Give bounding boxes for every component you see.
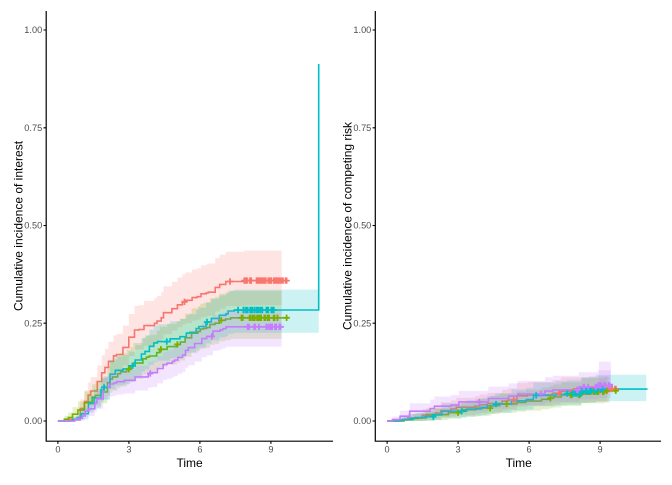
svg-text:Cumulative incidence of intere: Cumulative incidence of interest: [12, 140, 26, 311]
svg-text:9: 9: [268, 445, 273, 455]
svg-text:0: 0: [55, 445, 60, 455]
svg-text:3: 3: [456, 445, 461, 455]
svg-text:0: 0: [385, 445, 390, 455]
svg-text:1.00: 1.00: [24, 25, 42, 35]
svg-text:6: 6: [197, 445, 202, 455]
svg-text:0.50: 0.50: [24, 221, 42, 231]
svg-text:0.00: 0.00: [353, 416, 371, 426]
svg-text:3: 3: [126, 445, 131, 455]
svg-text:1.00: 1.00: [353, 25, 371, 35]
svg-text:Cumulative incidence of compet: Cumulative incidence of competing risk: [341, 121, 355, 330]
svg-text:0.50: 0.50: [353, 221, 371, 231]
svg-text:0.75: 0.75: [353, 123, 371, 133]
svg-text:Time: Time: [506, 456, 533, 470]
svg-text:0.25: 0.25: [24, 318, 42, 328]
svg-text:6: 6: [527, 445, 532, 455]
svg-text:0.75: 0.75: [24, 123, 42, 133]
svg-text:0.00: 0.00: [24, 416, 42, 426]
svg-text:9: 9: [598, 445, 603, 455]
svg-text:0.25: 0.25: [353, 318, 371, 328]
svg-text:Time: Time: [176, 456, 203, 470]
